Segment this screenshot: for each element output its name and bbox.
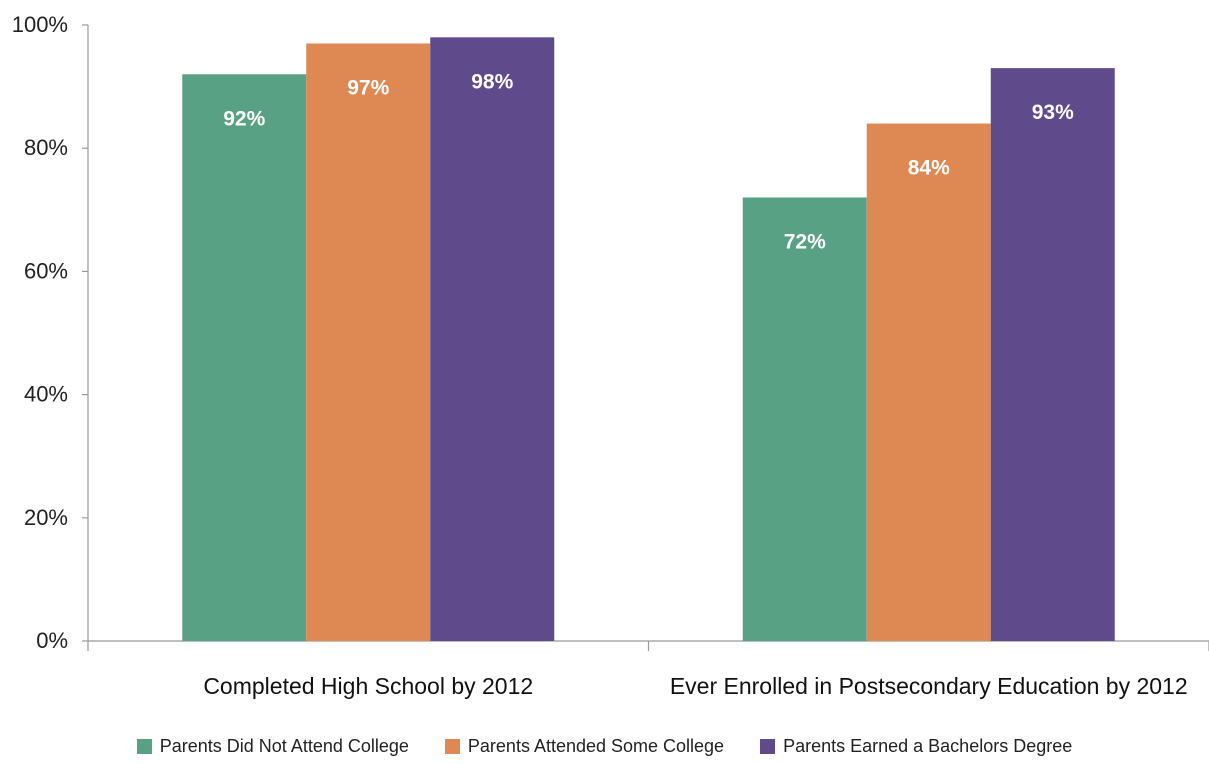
legend-swatch-bachelors — [760, 739, 776, 754]
bar-data-label: 84% — [908, 157, 950, 180]
legend-label-no-college: Parents Did Not Attend College — [159, 736, 409, 756]
bar — [430, 37, 555, 641]
y-tick-label: 20% — [24, 505, 68, 530]
legend-swatch-no-college — [136, 739, 152, 754]
y-tick-label: 60% — [24, 258, 68, 283]
y-tick-label: 40% — [24, 382, 68, 407]
bar-data-label: 97% — [347, 76, 389, 99]
legend-item-some-college: Parents Attended Some College — [444, 736, 725, 757]
y-tick-label: 100% — [12, 12, 68, 37]
legend-item-bachelors: Parents Earned a Bachelors Degree — [760, 736, 1072, 757]
x-category-label: Completed High School by 2012 — [203, 673, 533, 699]
bar — [866, 123, 991, 641]
legend-swatch-some-college — [444, 739, 460, 754]
legend-label-some-college: Parents Attended Some College — [467, 736, 725, 756]
bar-data-label: 98% — [471, 70, 513, 93]
bar-data-label: 92% — [223, 107, 265, 130]
bar — [990, 68, 1115, 642]
y-tick-label: 80% — [24, 135, 68, 160]
bar — [182, 74, 307, 641]
bar-data-label: 93% — [1032, 101, 1074, 124]
y-tick-label: 0% — [36, 628, 68, 653]
legend-label-bachelors: Parents Earned a Bachelors Degree — [783, 736, 1073, 756]
bar-chart: 0% 20% 40% 60% 80% 100% 92% 97% 98% Completed Hig… — [12, 12, 1209, 699]
x-category-label: Ever Enrolled in Postsecondary Education… — [670, 673, 1188, 699]
bar — [742, 197, 867, 642]
legend: Parents Did Not Attend College Parents A… — [0, 736, 1209, 757]
legend-item-no-college: Parents Did Not Attend College — [136, 736, 409, 757]
bar-data-label: 72% — [784, 230, 826, 253]
bar — [306, 43, 431, 642]
